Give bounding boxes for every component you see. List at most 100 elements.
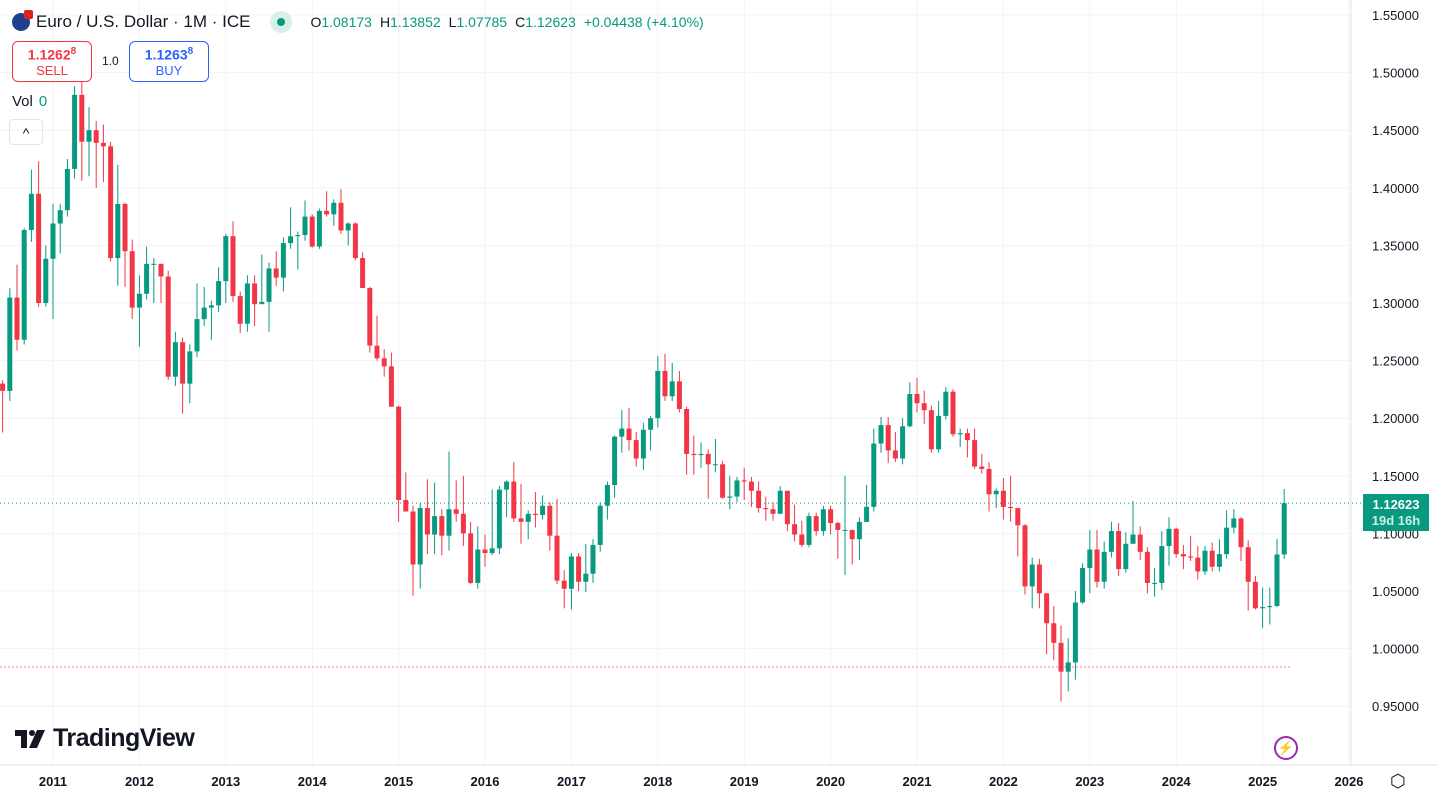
candle-body (1094, 549, 1100, 582)
candle-body (115, 203, 121, 259)
year-tick-label: 2014 (298, 774, 328, 789)
candle (662, 353, 668, 401)
candle (187, 344, 193, 404)
tradingview-logo[interactable]: TradingView (15, 724, 195, 753)
candle-body (201, 307, 207, 320)
candle-body (979, 466, 985, 469)
collapse-legend-button[interactable]: ^ (9, 119, 43, 145)
candle (950, 389, 956, 437)
candle (907, 382, 913, 428)
candle-body (828, 509, 834, 524)
candle (957, 428, 963, 447)
candle-body (597, 505, 603, 545)
candle-body (1123, 543, 1129, 570)
price-axis[interactable]: 1.55000 1.50000 1.45000 1.40000 1.35000 1.300… (1372, 8, 1419, 714)
buy-button[interactable]: 1.12638 BUY (129, 41, 209, 82)
candle-body (1238, 518, 1244, 548)
candle (367, 286, 373, 353)
candle (1101, 541, 1107, 589)
candle (518, 483, 524, 544)
candle (993, 488, 999, 509)
candle (302, 200, 308, 241)
sell-button[interactable]: 1.12628 SELL (12, 41, 92, 82)
candle-body (1209, 550, 1215, 567)
candle (194, 283, 200, 358)
time-axis[interactable]: 2011 2012 2013 2014 2015 2016 2017 2018 2019 2020… (39, 774, 1364, 789)
candle (1274, 539, 1280, 608)
candle (475, 526, 481, 589)
candle (216, 267, 222, 313)
candle-body (885, 425, 891, 451)
candle-body (1072, 602, 1078, 663)
candle (655, 355, 661, 428)
close-value: 1.12623 (525, 14, 576, 30)
candle-body (273, 268, 279, 278)
candle (1260, 587, 1266, 628)
candle-body (309, 216, 315, 247)
candle (72, 86, 78, 179)
candle (1094, 529, 1100, 588)
candle (7, 288, 13, 401)
chevron-up-icon: ^ (22, 125, 30, 141)
candle-body (108, 146, 114, 259)
candle-body (1267, 605, 1273, 608)
year-tick-label: 2015 (384, 774, 413, 789)
candle-body (921, 403, 927, 411)
candle-body (1252, 581, 1258, 609)
symbol-title[interactable]: Euro / U.S. Dollar · 1M · ICE (36, 12, 251, 31)
candle (799, 520, 805, 548)
candle (324, 191, 330, 217)
candle-body (21, 230, 27, 340)
candle-body (316, 210, 322, 247)
candle (1058, 625, 1064, 702)
candle (511, 461, 517, 522)
candle-body (532, 513, 538, 515)
candle (1159, 531, 1165, 590)
candle-body (1166, 528, 1172, 547)
candle (619, 410, 625, 453)
candle (734, 476, 740, 503)
candle (770, 502, 776, 521)
candle (849, 529, 855, 565)
candle-body (561, 580, 567, 589)
candle-body (900, 426, 906, 459)
candle-body (496, 489, 502, 549)
price-tick-label: 1.15000 (1372, 469, 1419, 484)
candle-body (1274, 554, 1280, 606)
candle (1281, 489, 1287, 559)
year-tick-label: 2018 (643, 774, 672, 789)
candle (115, 164, 121, 286)
candle-body (72, 94, 78, 169)
candles (0, 79, 1287, 702)
candle (338, 188, 344, 234)
candle-body (64, 168, 70, 211)
candle (259, 254, 265, 305)
candle-body (727, 496, 733, 498)
candle (1029, 557, 1035, 609)
lightning-icon[interactable]: ⚡ (1274, 736, 1298, 760)
candle-body (381, 358, 387, 367)
candle (964, 428, 970, 458)
candle-body (1065, 662, 1071, 672)
candle-body (1036, 564, 1042, 594)
market-status-icon[interactable] (270, 11, 293, 33)
buy-price-pip: 8 (187, 46, 194, 57)
price-tick-label: 1.05000 (1372, 584, 1419, 599)
candle-body (943, 391, 949, 416)
candle (158, 263, 164, 303)
candle (986, 461, 992, 512)
candle (676, 370, 682, 413)
settings-hexagon-icon[interactable]: ⬡ (1390, 771, 1406, 791)
candle-body (568, 556, 574, 589)
candle-body (626, 428, 632, 441)
candle (424, 479, 430, 555)
candle-body (878, 425, 884, 444)
candle-body (928, 410, 934, 450)
candle (136, 275, 142, 347)
candle-body (698, 453, 704, 456)
sell-label: SELL (36, 62, 68, 78)
candle (640, 422, 646, 471)
candle-body (482, 549, 488, 553)
candle-body (734, 480, 740, 497)
